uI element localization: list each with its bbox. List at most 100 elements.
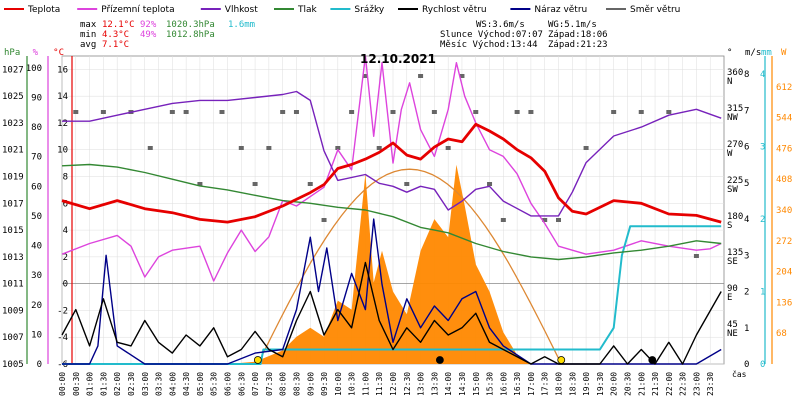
info-moon: Měsíc Východ:13:44	[440, 40, 538, 50]
temperature-tick-label: 8	[63, 173, 68, 183]
pressure-tick-label: 1015	[2, 226, 24, 236]
sun-curve-line	[257, 168, 562, 365]
x-tick-label: 10:30	[348, 372, 357, 396]
temperature-tick-label: -4	[57, 333, 68, 343]
solar-tick-label: 68	[776, 329, 787, 339]
data-series	[61, 55, 722, 365]
wind-direction-point	[583, 146, 589, 150]
x-tick-label: 21:30	[651, 372, 660, 396]
wind-tick-label: 8	[744, 70, 749, 80]
stat-press-max: 1020.3hPa	[166, 20, 215, 30]
x-axis-unit: čas	[732, 369, 747, 379]
humidity-tick-label: 50	[31, 212, 42, 222]
x-tick-label: 08:30	[292, 372, 301, 396]
sunrise-marker	[253, 356, 262, 364]
stats-header: 12.10.2021 max min avg 12.1°C 4.3°C 7.1°…	[80, 20, 608, 66]
wind-direction-point	[500, 218, 506, 222]
moonset-marker	[648, 356, 657, 364]
x-tick-label: 13:00	[417, 372, 426, 396]
solar-tick-label: 612	[776, 83, 792, 93]
wind-tick-label: 5	[744, 179, 749, 189]
pressure-tick-label: 1009	[2, 306, 24, 316]
pressure-tick-label: 1019	[2, 173, 24, 183]
direction-tick-compass: E	[727, 293, 732, 303]
humidity-tick-label: 80	[31, 123, 42, 133]
tlak-line	[61, 163, 722, 261]
x-tick-label: 17:00	[527, 372, 536, 396]
stat-hum-max: 92%	[140, 20, 157, 30]
direction-tick-compass: SW	[727, 185, 738, 195]
vlhkost-line	[62, 90, 722, 217]
x-tick-label: 03:30	[155, 372, 164, 396]
wind-direction-point	[459, 74, 465, 78]
stat-hum-min: 49%	[140, 30, 157, 40]
stat-temp-avg: 7.1°C	[102, 40, 129, 50]
wind-direction-point	[693, 254, 699, 258]
humidity-tick-label: 70	[31, 153, 42, 163]
x-tick-label: 18:00	[555, 372, 564, 396]
wind-direction-point	[431, 110, 437, 114]
x-tick-label: 05:00	[196, 372, 205, 396]
wind-direction-point	[638, 110, 644, 114]
x-tick-label: 08:00	[279, 372, 288, 396]
wind-direction-point	[376, 146, 382, 150]
info-sun-set: Západ:18:06	[548, 30, 608, 40]
x-tick-label: 04:30	[182, 372, 191, 396]
wind-tick-label: 4	[744, 215, 749, 225]
x-tick-label: 06:00	[224, 372, 233, 396]
legend-label: Srážky	[354, 5, 385, 15]
x-tick-label: 16:30	[513, 372, 522, 396]
rychlost-v-tru-line	[61, 261, 722, 365]
x-tick-label: 20:30	[623, 372, 632, 396]
wind-direction-point	[611, 110, 617, 114]
x-tick-label: 21:00	[637, 372, 646, 396]
wind-direction-point	[362, 74, 368, 78]
pressure-tick-label: 1005	[2, 360, 24, 370]
info-sun: Slunce Východ:07:07	[440, 30, 543, 40]
info-ws: WS:3.6m/s	[476, 20, 525, 30]
x-tick-label: 03:00	[141, 372, 150, 396]
x-tick-label: 13:30	[430, 372, 439, 396]
info-wg: WG:5.1m/s	[548, 20, 597, 30]
x-tick-label: 04:00	[168, 372, 177, 396]
temperature-tick-label: 16	[57, 65, 68, 75]
humidity-tick-label: 40	[31, 242, 42, 252]
direction-tick-compass: SE	[727, 257, 738, 267]
wind-direction-point	[556, 218, 561, 222]
x-tick-label: 01:30	[99, 372, 108, 396]
stat-temp-max: 12.1°C	[102, 20, 135, 30]
pressure-axis-label: hPa	[4, 48, 20, 58]
x-tick-label: 14:00	[444, 372, 453, 396]
humidity-tick-label: 20	[31, 301, 42, 311]
wind-tick-label: 0	[744, 360, 749, 370]
x-tick-label: 10:00	[334, 372, 343, 396]
x-tick-label: 18:30	[568, 372, 577, 396]
sunset-marker	[557, 356, 566, 364]
wind-tick-label: 2	[744, 288, 749, 298]
axes: 00:00 00:30 01:00 01:30 02:00 02:30 03:00 03:30…	[2, 48, 792, 396]
wind-direction-point	[514, 110, 520, 114]
wind-direction-point	[335, 146, 341, 150]
solar-tick-label: 136	[776, 298, 792, 308]
x-tick-label: 14:30	[458, 372, 467, 396]
temperature-tick-label: 2	[63, 253, 68, 263]
precip-tick-label: 0	[760, 360, 765, 370]
temperature-tick-label: 4	[63, 226, 68, 236]
x-tick-label: 06:30	[237, 372, 246, 396]
humidity-tick-label: 90	[31, 93, 42, 103]
x-tick-label: 00:00	[58, 372, 67, 396]
solar-axis-label: W	[781, 48, 787, 58]
wind-direction-point	[238, 146, 244, 150]
direction-tick-compass: NW	[727, 113, 738, 123]
stat-precip-max: 1.6mm	[228, 20, 255, 30]
x-tick-label: 19:00	[582, 372, 591, 396]
x-tick-label: 11:30	[375, 372, 384, 396]
humidity-tick-label: 0	[37, 360, 42, 370]
solar-tick-label: 272	[776, 237, 792, 247]
direction-tick-label: 45	[727, 320, 738, 330]
legend-label: Tlak	[297, 5, 318, 15]
wind-direction-point	[418, 74, 424, 78]
direction-tick-compass: NE	[727, 329, 738, 339]
direction-tick-compass: W	[727, 149, 733, 159]
